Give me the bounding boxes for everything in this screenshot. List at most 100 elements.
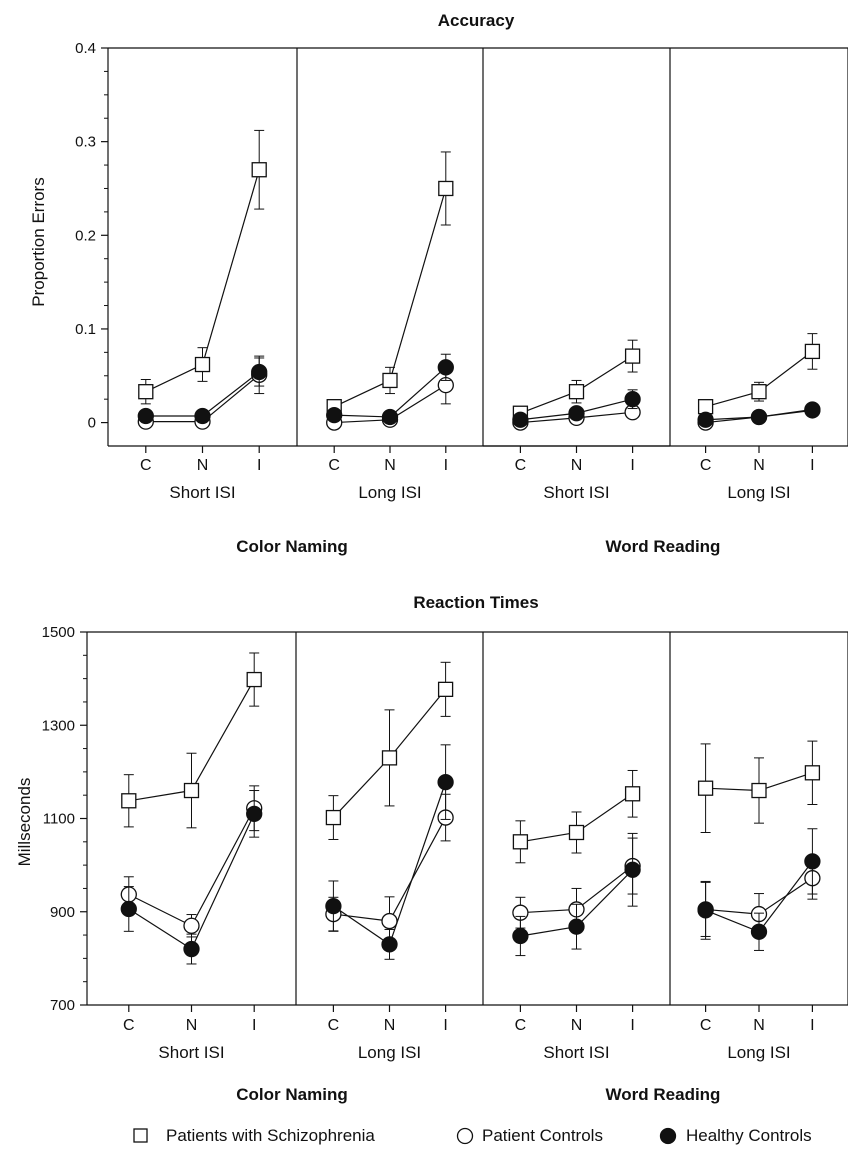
reaction-times-x-tick-label: N [571,1017,583,1034]
accuracy-data-point [437,359,454,376]
reaction-times-subpanel-color-naming-long-isi: C N I Long ISI [296,632,484,1062]
accuracy-x-tick-label: I [444,457,448,474]
accuracy-y-tick-label: 0.1 [75,321,96,338]
reaction-times-subpanel-word-reading-long-isi: C N I Long ISI [670,632,848,1062]
accuracy-x-tick-label: N [197,457,209,474]
reaction-times-group-color-naming: Color Naming [236,1085,347,1104]
accuracy-series-patients-with-schizophrenia [138,129,267,405]
reaction-times-x-tick-label: N [186,1017,198,1034]
legend: Patients with Schizophrenia Patient Cont… [133,1126,812,1145]
accuracy-x-tick-label: I [630,457,634,474]
reaction-times-series-patients-with-schizophrenia [121,652,262,829]
reaction-times-x-tick-label: I [443,1017,447,1034]
accuracy-x-tick-label: C [700,457,712,474]
accuracy-isi-label: Long ISI [727,483,790,502]
reaction-times-x-tick-label: C [328,1017,340,1034]
reaction-times-data-point [121,793,137,809]
accuracy-y-axis-label: Proportion Errors [29,177,48,306]
reaction-times-data-point [381,750,398,766]
accuracy-data-point [194,407,211,425]
reaction-times-subpanel-word-reading-short-isi: C N I Short ISI [483,632,671,1062]
accuracy-x-tick-label: C [140,457,152,474]
accuracy-x-tick-label: C [328,457,340,474]
reaction-times-data-point [624,786,641,802]
accuracy-group-color-naming: Color Naming [236,537,347,556]
reaction-times-x-tick-label: C [123,1017,135,1034]
accuracy-data-point [512,411,529,428]
accuracy-isi-label: Short ISI [169,483,235,502]
reaction-times-data-point [183,782,200,799]
accuracy-group-word-reading: Word Reading [606,537,721,556]
accuracy-y-tick-label: 0 [88,415,96,432]
accuracy-data-point [697,399,714,415]
reaction-times-data-point [381,912,398,930]
reaction-times-data-point [437,681,454,697]
reaction-times-x-tick-label: C [700,1017,712,1034]
reaction-times-x-tick-label: I [252,1017,256,1034]
accuracy-series-patients-with-schizophrenia [512,339,641,421]
accuracy-data-point [382,372,398,389]
accuracy-x-tick-label: N [384,457,396,474]
reaction-times-data-point [246,671,262,688]
accuracy-series-patients-with-schizophrenia [326,151,454,415]
legend-label-healthy-controls: Healthy Controls [686,1126,812,1145]
reaction-times-title: Reaction Times [413,593,538,612]
accuracy-data-point [624,391,641,408]
reaction-times-data-point [325,809,342,826]
accuracy-x-tick-label: C [515,457,527,474]
reaction-times-data-point [120,900,137,918]
accuracy-data-point [381,408,399,426]
accuracy-subpanel-word-reading-short-isi: C N I Short ISI [483,48,671,502]
accuracy-data-point [568,405,585,422]
accuracy-data-point [137,407,154,425]
reaction-times-x-tick-label: N [753,1017,765,1034]
reaction-times-isi-label: Long ISI [727,1043,790,1062]
reaction-times-data-point [325,898,342,915]
accuracy-data-point [438,180,454,197]
legend-marker-filled-circle [659,1127,677,1145]
reaction-times-data-point [381,936,398,953]
reaction-times-series-healthy-controls [120,790,263,965]
accuracy-x-tick-label: N [753,457,765,474]
accuracy-y-ticks: 0 0.1 0.2 0.3 0.4 [75,40,848,446]
accuracy-series-healthy-controls [697,401,821,428]
accuracy-data-point [194,356,211,373]
reaction-times-data-point [568,918,585,935]
legend-label-patient-controls: Patient Controls [482,1126,603,1145]
reaction-times-data-point [624,861,641,878]
reaction-times-isi-label: Short ISI [158,1043,224,1062]
accuracy-data-point [751,384,767,400]
accuracy-chart: Accuracy Proportion Errors 0 0.1 0.2 0.3 0.4… [29,11,848,556]
accuracy-series-healthy-controls [137,357,268,425]
reaction-times-series-patients-with-schizophrenia [697,740,821,833]
reaction-times-series-healthy-controls [325,744,454,960]
reaction-times-series-patients-with-schizophrenia [512,769,641,864]
accuracy-data-point [568,384,585,400]
reaction-times-x-tick-label: N [384,1017,396,1034]
legend-marker-open-circle [456,1127,474,1145]
reaction-times-data-point [751,782,767,799]
reaction-times-y-tick-label: 1500 [42,624,75,641]
reaction-times-y-tick-label: 900 [50,904,75,921]
reaction-times-data-point [512,834,529,850]
reaction-times-isi-label: Long ISI [358,1043,421,1062]
reaction-times-data-point [568,824,585,841]
reaction-times-y-tick-label: 700 [50,997,75,1014]
reaction-times-chart: Reaction Times Millseconds 700 900 1100 130… [15,593,848,1104]
reaction-times-subpanel-color-naming-short-isi: C N I Short ISI [87,632,297,1062]
accuracy-data-point [624,348,641,364]
accuracy-x-tick-label: I [257,457,261,474]
accuracy-series-healthy-controls [326,353,454,426]
reaction-times-x-tick-label: I [630,1017,634,1034]
accuracy-subpanels: C N I Short ISI C N I Long ISI C N I Short ISI C N I Lo… [108,48,848,502]
legend-marker-open-square [133,1128,148,1143]
accuracy-series-healthy-controls [512,389,641,428]
accuracy-y-tick-label: 0.2 [75,227,96,244]
reaction-times-data-point [437,773,454,791]
accuracy-data-point [251,162,267,178]
reaction-times-series-healthy-controls [697,828,821,951]
reaction-times-data-point [183,917,200,934]
reaction-times-data-point [697,780,714,796]
reaction-times-group-word-reading: Word Reading [606,1085,721,1104]
